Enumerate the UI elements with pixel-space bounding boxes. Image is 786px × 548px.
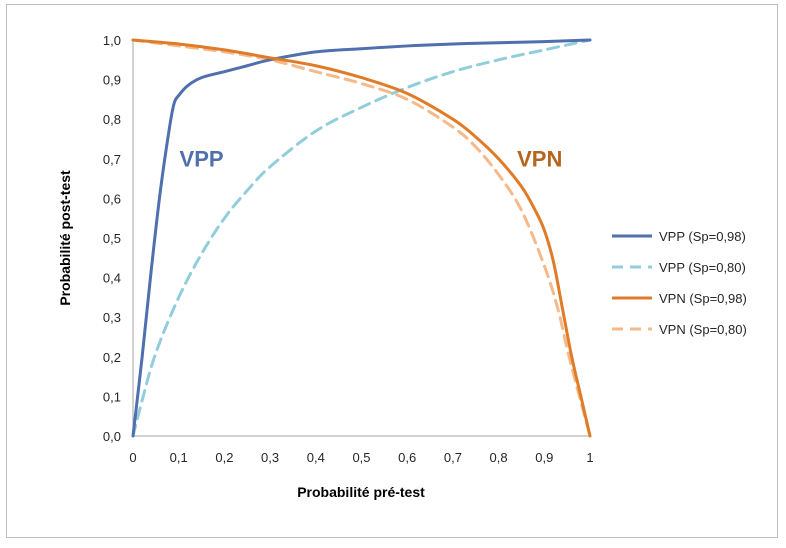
x-tick-label: 0,6 (398, 450, 416, 465)
x-tick-label: 0 (129, 450, 136, 465)
legend-label: VPN (Sp=0,98) (659, 291, 747, 306)
legend-label: VPP (Sp=0,80) (659, 260, 746, 275)
x-tick-label: 0,4 (307, 450, 325, 465)
y-tick-label: 0,2 (103, 350, 121, 365)
series-layer (131, 38, 592, 438)
y-tick-label: 0,5 (103, 231, 121, 246)
x-axis-title: Probabilité pré-test (297, 484, 425, 500)
annotation-vpp: VPP (180, 147, 224, 172)
x-tick-label: 1 (586, 450, 593, 465)
plot-axes (132, 40, 590, 437)
series-line-vpp-sp-0-80- (131, 38, 592, 438)
y-tick-label: 1,0 (103, 33, 121, 48)
legend-label: VPN (Sp=0,80) (659, 322, 747, 337)
x-tick-label: 0,8 (490, 450, 508, 465)
annotation-vpn: VPN (517, 147, 562, 172)
x-tick-label: 0,5 (352, 450, 370, 465)
y-tick-label: 0,9 (103, 73, 121, 88)
x-tick-label: 0,7 (444, 450, 462, 465)
y-tick-label: 0,6 (103, 191, 121, 206)
y-tick-label: 0,0 (103, 429, 121, 444)
y-tick-label: 0,7 (103, 152, 121, 167)
series-line-vpn-sp-0-80- (131, 38, 592, 438)
series-line-vpp-sp-0-98- (131, 38, 592, 438)
x-tick-label: 0,1 (170, 450, 188, 465)
x-tick-label: 0,2 (215, 450, 233, 465)
x-tick-label: 0,3 (261, 450, 279, 465)
tick-labels: 0 0,1 0,2 0,3 0,4 0,5 0,6 0,7 0,8 0,9 1 0,0 0,1 0,2 0,… (103, 33, 594, 465)
y-tick-label: 0,3 (103, 310, 121, 325)
y-tick-label: 0,8 (103, 112, 121, 127)
series-line-vpn-sp-0-98- (131, 38, 592, 438)
legend-label: VPP (Sp=0,98) (659, 229, 746, 244)
y-tick-label: 0,1 (103, 389, 121, 404)
y-axis-title: Probabilité post-test (57, 170, 73, 306)
y-tick-label: 0,4 (103, 271, 121, 286)
x-tick-label: 0,9 (535, 450, 553, 465)
annotation-layer: VPP VPN (180, 147, 563, 172)
legend: VPP (Sp=0,98) VPP (Sp=0,80) VPN (Sp=0,98) V… (612, 229, 747, 337)
